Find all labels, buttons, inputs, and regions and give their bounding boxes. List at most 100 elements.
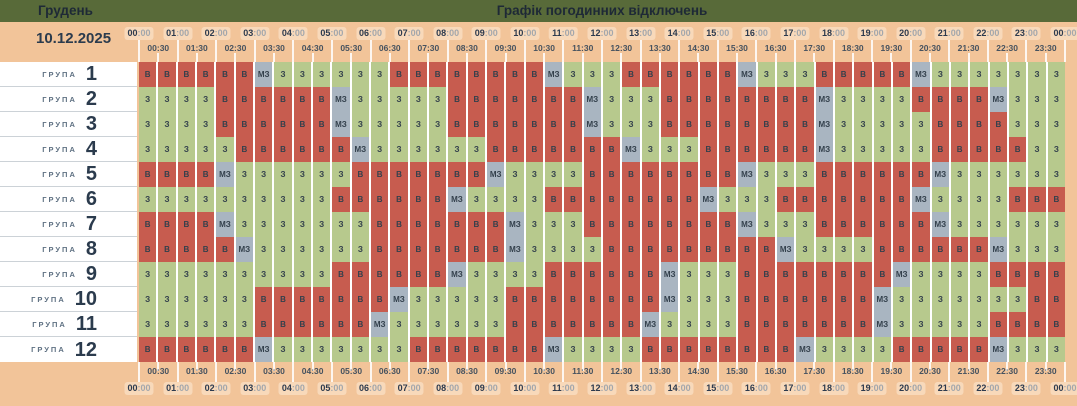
hour-label: 09:00 — [471, 27, 501, 40]
half-hour-label: 17:30 — [803, 366, 826, 376]
schedule-cell: В — [854, 262, 872, 287]
schedule-cell: В — [235, 337, 253, 362]
hour-label: 23:00 — [1011, 27, 1041, 40]
schedule-cell: В — [815, 212, 833, 237]
schedule-cell: З — [313, 212, 331, 237]
schedule-cell: З — [235, 262, 253, 287]
schedule-cell: З — [1047, 87, 1065, 112]
tick-divider — [620, 53, 623, 62]
schedule-cell: В — [448, 212, 466, 237]
month-label: Грудень — [38, 3, 93, 18]
tick-divider — [446, 40, 449, 62]
schedule-cell: З — [371, 137, 389, 162]
hour-label: 04:00 — [278, 27, 308, 40]
schedule-cell: В — [255, 137, 273, 162]
schedule-cell: З — [719, 287, 737, 312]
tick-divider — [581, 53, 584, 62]
schedule-cell: З — [467, 187, 485, 212]
half-hour-label: 04:30 — [301, 43, 324, 53]
schedule-cell: З — [873, 87, 891, 112]
schedule-cell: В — [796, 287, 814, 312]
tick-divider — [1006, 362, 1009, 371]
schedule-cell: В — [661, 212, 679, 237]
schedule-cell: В — [719, 137, 737, 162]
schedule-cell: З — [197, 112, 215, 137]
schedule-cell: З — [177, 137, 195, 162]
schedule-cell: З — [951, 187, 969, 212]
schedule-cell: З — [699, 262, 717, 287]
hour-label: 03:00 — [240, 382, 270, 395]
schedule-cell: З — [506, 162, 524, 187]
tick-divider — [581, 362, 584, 371]
schedule-cell: З — [873, 112, 891, 137]
schedule-cell: В — [390, 162, 408, 187]
schedule-cell: В — [699, 162, 717, 187]
schedule-cell: З — [467, 262, 485, 287]
schedule-cell: З — [197, 187, 215, 212]
schedule-cell: З — [313, 237, 331, 262]
schedule-cell: В — [429, 62, 447, 87]
schedule-cell: В — [506, 137, 524, 162]
schedule-cell: В — [873, 262, 891, 287]
schedule-cell: В — [525, 87, 543, 112]
schedule-cell: З — [371, 62, 389, 87]
schedule-cell: З — [661, 137, 679, 162]
schedule-cell: В — [989, 312, 1007, 337]
schedule-cell: З — [409, 87, 427, 112]
schedule-cell: З — [216, 137, 234, 162]
schedule-cell: З — [390, 312, 408, 337]
tick-divider — [253, 40, 256, 62]
schedule-cell: З — [970, 162, 988, 187]
tick-divider — [215, 40, 218, 62]
schedule-cell: З — [893, 87, 911, 112]
group-row-label: ГРУПА 3 — [0, 112, 137, 137]
hour-label: 19:00 — [857, 382, 887, 395]
tick-divider — [948, 40, 951, 62]
half-hour-label: 20:30 — [919, 366, 941, 376]
schedule-cell: В — [893, 337, 911, 362]
schedule-cell: З — [235, 312, 253, 337]
schedule-cell: В — [622, 237, 640, 262]
half-hour-label: 20:30 — [919, 43, 941, 53]
schedule-cell: З — [139, 87, 157, 112]
hour-label: 17:00 — [780, 27, 810, 40]
tick-divider — [157, 362, 160, 371]
tick-divider — [292, 40, 295, 62]
schedule-cell: В — [313, 112, 331, 137]
tick-divider — [1044, 53, 1047, 62]
hour-label: 15:00 — [703, 382, 733, 395]
schedule-cell: В — [583, 187, 601, 212]
schedule-cell: З — [467, 312, 485, 337]
schedule-cell: МЗ — [448, 187, 466, 212]
group-row-label: ГРУПА 6 — [0, 187, 137, 212]
schedule-cell: В — [661, 337, 679, 362]
tick-divider — [793, 362, 796, 384]
hour-label: 03:00 — [240, 27, 270, 40]
schedule-cell: З — [893, 112, 911, 137]
tick-divider — [967, 53, 970, 62]
schedule-cell: З — [1047, 112, 1065, 137]
schedule-cell: В — [1009, 262, 1027, 287]
tick-divider — [909, 362, 912, 384]
schedule-cell: В — [680, 112, 698, 137]
schedule-cell: В — [951, 237, 969, 262]
schedule-cell: В — [603, 187, 621, 212]
group-number: 8 — [85, 238, 97, 260]
tick-divider — [311, 362, 314, 371]
group-label-prefix: ГРУПА — [31, 294, 66, 304]
schedule-cell: З — [1028, 162, 1046, 187]
schedule-cell: В — [525, 312, 543, 337]
schedule-cell: В — [313, 87, 331, 112]
schedule-cell: З — [777, 212, 795, 237]
schedule-cell: З — [970, 262, 988, 287]
schedule-cell: В — [815, 262, 833, 287]
schedule-cell: З — [313, 187, 331, 212]
schedule-cell: В — [835, 262, 853, 287]
schedule-cell: В — [525, 337, 543, 362]
schedule-cell: З — [429, 112, 447, 137]
schedule-cell: З — [177, 112, 195, 137]
schedule-cell: В — [951, 112, 969, 137]
half-hour-label: 22:30 — [996, 366, 1018, 376]
schedule-cell: З — [1047, 337, 1065, 362]
schedule-cell: З — [873, 337, 891, 362]
